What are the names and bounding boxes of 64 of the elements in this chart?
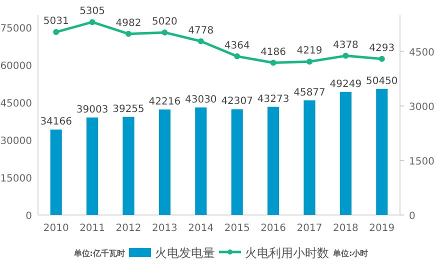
data-label: 5031 xyxy=(43,16,69,28)
x-tick-label: 2012 xyxy=(116,223,142,234)
data-label: 50450 xyxy=(366,76,398,87)
data-label: 4186 xyxy=(260,46,286,58)
bar xyxy=(231,109,243,215)
x-tick-label: 2014 xyxy=(188,223,214,234)
bar xyxy=(340,92,352,215)
point xyxy=(162,29,168,36)
data-label: 39255 xyxy=(112,104,144,115)
data-label: 4293 xyxy=(369,42,395,54)
point xyxy=(306,58,312,65)
x-tick-label: 2013 xyxy=(152,223,178,234)
point xyxy=(234,53,240,60)
data-label: 42307 xyxy=(221,96,254,108)
point xyxy=(53,29,60,36)
x-tick-label: 2018 xyxy=(332,223,358,234)
data-label: 42216 xyxy=(148,96,181,108)
bar xyxy=(158,109,170,215)
bar xyxy=(304,100,316,215)
data-label: 4378 xyxy=(332,40,358,51)
data-label: 39003 xyxy=(76,104,108,116)
x-tick-label: 2011 xyxy=(80,223,106,234)
x-tick-label: 2017 xyxy=(296,223,322,234)
point xyxy=(89,19,96,26)
data-label: 49249 xyxy=(330,78,362,90)
point xyxy=(270,60,276,66)
data-label: 4364 xyxy=(224,40,250,52)
bar xyxy=(376,88,388,215)
data-label: 45877 xyxy=(294,87,326,98)
y-tick-label: 0 xyxy=(26,211,32,222)
y2-tick-label: 3000 xyxy=(409,102,434,113)
data-label: 5305 xyxy=(80,6,106,18)
y-tick-label: 45000 xyxy=(0,98,32,110)
legend-label: 火电发电量 xyxy=(155,246,215,260)
x-tick-label: 2015 xyxy=(224,223,250,234)
y-tick-label: 75000 xyxy=(0,24,32,34)
bar xyxy=(86,117,98,215)
y2-tick-label: 1500 xyxy=(409,156,434,168)
data-label: 43273 xyxy=(257,94,290,105)
data-label: 4982 xyxy=(116,18,142,29)
point xyxy=(342,52,349,59)
y2-tick-label: 4500 xyxy=(409,47,434,58)
y-tick-label: 30000 xyxy=(0,136,32,147)
bar xyxy=(195,107,207,215)
text: 单位:小时 xyxy=(333,249,368,258)
y-tick-label: 15000 xyxy=(0,174,32,184)
data-label: 5020 xyxy=(152,16,178,28)
legend-label: 火电利用小时数 xyxy=(245,246,329,260)
data-label: 4219 xyxy=(296,46,322,57)
bar xyxy=(268,106,280,215)
data-label: 4778 xyxy=(188,25,214,36)
point xyxy=(198,38,204,44)
text: 单位:亿千瓦时 xyxy=(74,249,125,258)
data-label: 43030 xyxy=(184,94,217,106)
point xyxy=(126,30,132,37)
x-tick-label: 2019 xyxy=(369,223,395,234)
bar xyxy=(50,130,62,215)
y-tick-label: 60000 xyxy=(0,61,32,72)
point xyxy=(378,56,385,62)
bar xyxy=(122,116,134,215)
x-tick-label: 2016 xyxy=(260,223,286,234)
y2-tick-label: 0 xyxy=(409,211,416,222)
x-tick-label: 2010 xyxy=(43,223,69,234)
data-label: 34166 xyxy=(40,116,72,128)
